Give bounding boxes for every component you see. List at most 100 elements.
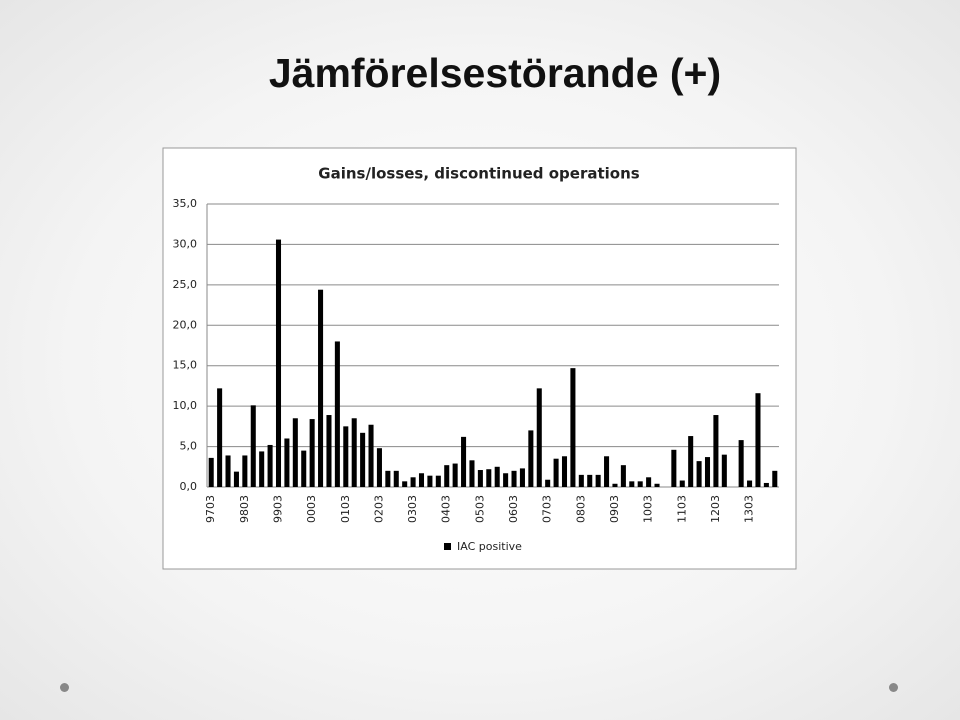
x-tick-label: 1203 xyxy=(709,495,722,523)
bar xyxy=(435,475,441,487)
x-tick-label: 0803 xyxy=(574,495,587,523)
bar xyxy=(494,466,500,487)
bar xyxy=(360,432,366,487)
x-tick-label: 1303 xyxy=(743,495,756,523)
bar xyxy=(545,479,551,487)
legend-swatch xyxy=(444,543,451,550)
x-tick-label: 1003 xyxy=(642,495,655,523)
x-tick-label: 0603 xyxy=(507,495,520,523)
bar xyxy=(393,470,399,487)
bar xyxy=(604,456,610,487)
bar xyxy=(385,470,391,487)
bar xyxy=(208,457,214,487)
bar xyxy=(309,419,315,487)
x-tick-label: 0403 xyxy=(440,495,453,523)
y-tick-label: 5,0 xyxy=(180,440,198,453)
decor-dot xyxy=(60,683,69,692)
bar xyxy=(427,475,433,487)
bar xyxy=(578,474,584,487)
bar xyxy=(570,368,576,487)
bar xyxy=(595,474,601,487)
bar xyxy=(217,388,223,487)
bar xyxy=(763,482,769,487)
x-tick-label: 1103 xyxy=(675,495,688,523)
bar xyxy=(477,470,483,487)
bar xyxy=(713,415,719,487)
bar xyxy=(511,470,517,487)
x-tick-label: 9803 xyxy=(238,495,251,523)
x-tick-label: 0703 xyxy=(541,495,554,523)
bar xyxy=(772,470,778,487)
bar xyxy=(721,454,727,487)
bar xyxy=(259,451,265,487)
y-tick-label: 25,0 xyxy=(173,278,198,291)
x-tick-label: 0503 xyxy=(473,495,486,523)
y-tick-label: 20,0 xyxy=(173,318,198,331)
bar xyxy=(242,455,248,487)
x-tick-label: 9703 xyxy=(204,495,217,523)
bar xyxy=(334,341,340,487)
bar xyxy=(444,465,450,487)
bar xyxy=(503,473,509,487)
decor-dot xyxy=(889,683,898,692)
bar xyxy=(402,481,408,487)
bar xyxy=(301,450,307,487)
chart-title: Gains/losses, discontinued operations xyxy=(318,165,640,183)
bar xyxy=(755,393,761,487)
bar xyxy=(612,483,618,487)
bar xyxy=(486,469,492,487)
bar xyxy=(671,449,677,487)
legend-label: IAC positive xyxy=(457,540,522,553)
bar xyxy=(553,458,559,487)
bar xyxy=(738,440,744,487)
bar xyxy=(620,465,626,487)
y-tick-label: 30,0 xyxy=(173,237,198,250)
bar xyxy=(637,481,643,487)
bar xyxy=(704,457,711,487)
y-tick-label: 10,0 xyxy=(173,399,198,412)
bar xyxy=(679,480,685,487)
x-tick-label: 0003 xyxy=(305,495,318,523)
bar xyxy=(519,468,525,487)
bar xyxy=(688,436,694,487)
y-tick-label: 0,0 xyxy=(180,480,198,493)
x-tick-label: 0103 xyxy=(339,495,352,523)
bar xyxy=(284,438,290,487)
y-tick-label: 35,0 xyxy=(173,197,198,210)
bar xyxy=(418,473,425,487)
bar xyxy=(461,436,467,487)
bar xyxy=(747,480,753,487)
bar xyxy=(368,424,374,487)
bar xyxy=(561,456,568,487)
bar xyxy=(267,444,273,487)
bar xyxy=(696,461,702,487)
bar xyxy=(410,477,416,487)
bar xyxy=(326,415,332,487)
bar xyxy=(250,405,256,487)
x-tick-label: 9903 xyxy=(272,495,285,523)
bar xyxy=(528,430,534,487)
bar xyxy=(225,455,231,487)
bar xyxy=(587,474,593,487)
bar xyxy=(292,418,298,487)
bar xyxy=(452,463,458,487)
bar xyxy=(536,388,542,487)
x-tick-label: 0303 xyxy=(406,495,419,523)
chart-frame xyxy=(162,147,797,570)
bar xyxy=(629,481,635,487)
x-tick-label: 0203 xyxy=(372,495,385,523)
y-tick-label: 15,0 xyxy=(173,359,198,372)
bar xyxy=(351,418,357,487)
slide-title: Jämförelsestörande (+) xyxy=(268,50,722,96)
bar xyxy=(275,239,282,487)
bar xyxy=(654,483,660,487)
bar xyxy=(646,477,652,487)
bar xyxy=(318,289,324,487)
bar xyxy=(233,471,239,487)
bar xyxy=(376,448,382,487)
bar xyxy=(343,426,349,487)
x-tick-label: 0903 xyxy=(608,495,621,523)
bar xyxy=(469,460,475,487)
